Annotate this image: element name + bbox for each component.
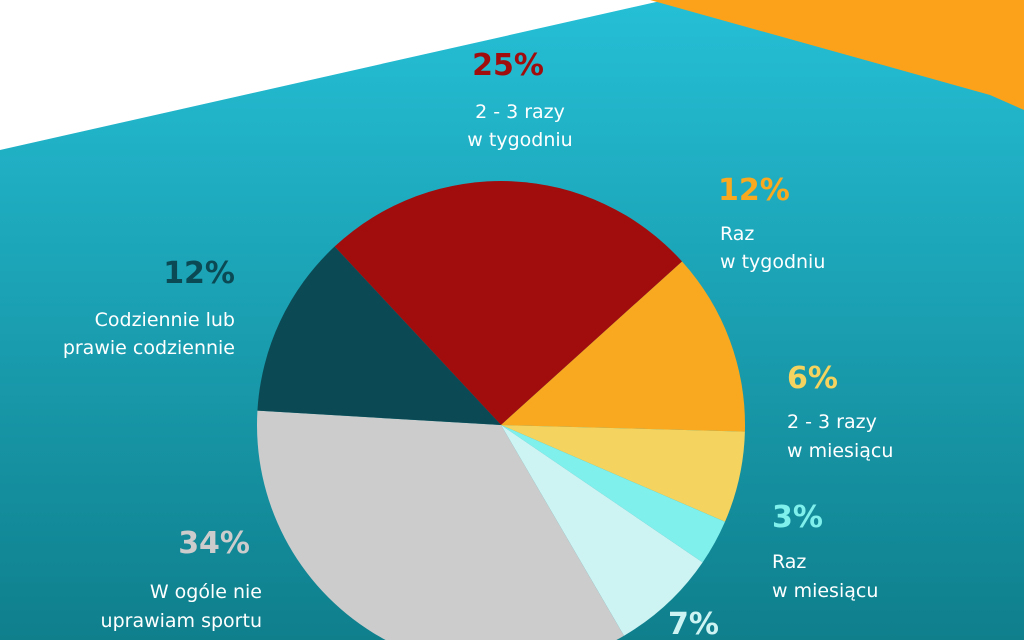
value-label: 25% — [472, 48, 544, 83]
category-label: w tygodniu — [467, 129, 572, 151]
category-label: w miesiącu — [787, 440, 893, 462]
value-label: 7% — [668, 607, 719, 640]
category-label: uprawiam sportu — [101, 610, 262, 632]
value-label: 12% — [718, 173, 790, 208]
pie-slice — [257, 410, 625, 640]
category-label: W ogóle nie — [150, 581, 262, 603]
value-label: 34% — [178, 526, 250, 561]
category-label: Codziennie lub — [95, 309, 235, 331]
value-label: 3% — [772, 500, 823, 535]
pie-slice — [501, 425, 725, 563]
pie-slice — [501, 425, 703, 636]
pie-slice — [501, 425, 745, 522]
white-corner — [0, 0, 665, 150]
category-label: w miesiącu — [772, 580, 878, 602]
pie-slice — [334, 181, 683, 425]
category-label: 2 - 3 razy — [787, 411, 877, 433]
pie-slice — [501, 261, 745, 432]
category-label: Raz — [772, 551, 806, 573]
category-label: prawie codziennie — [63, 337, 235, 359]
value-label: 12% — [163, 256, 235, 291]
category-label: Raz — [720, 223, 754, 245]
pie-slice — [257, 246, 501, 425]
category-label: 2 - 3 razy — [475, 101, 565, 123]
value-label: 6% — [787, 361, 838, 396]
category-label: w tygodniu — [720, 251, 825, 273]
orange-corner — [650, 0, 1024, 110]
